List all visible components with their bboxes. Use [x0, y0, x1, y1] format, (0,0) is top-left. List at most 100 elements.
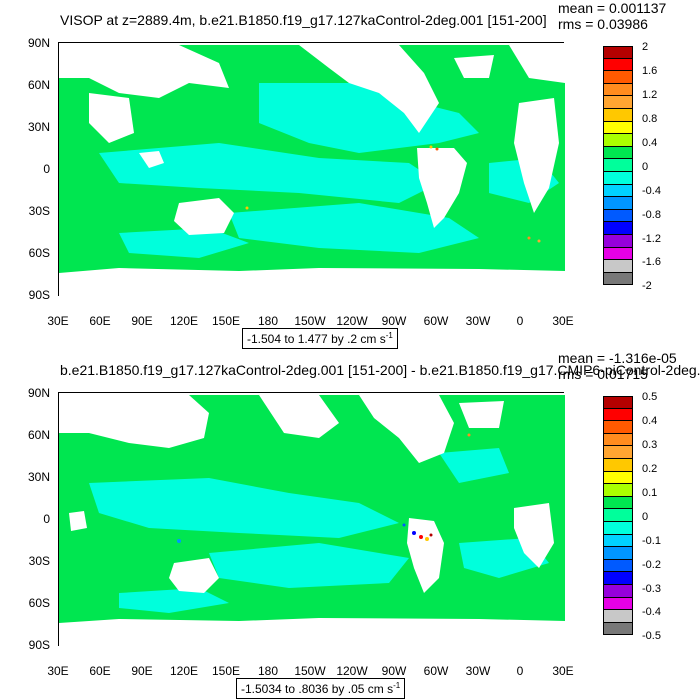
bottom-ytick: 0 — [43, 512, 50, 526]
colorbar-cell — [603, 584, 633, 598]
colorbar-cell — [603, 171, 633, 185]
colorbar-label: 0 — [642, 510, 649, 523]
colorbar-cell — [603, 408, 633, 422]
bottom-map-plot — [58, 392, 565, 647]
top-xtick: 180 — [257, 314, 279, 328]
top-ytick: 0 — [43, 162, 50, 176]
top-ytick: 60N — [27, 78, 50, 92]
top-land-masks — [59, 43, 565, 297]
colorbar-cell — [603, 260, 633, 273]
colorbar-cell — [603, 184, 633, 198]
colorbar-label: 0 — [642, 160, 649, 173]
colorbar-cell — [603, 622, 633, 636]
bottom-xtick: 30E — [47, 664, 69, 678]
colorbar-label: 1.6 — [642, 64, 658, 77]
top-xtick: 60W — [423, 314, 449, 328]
bottom-xtick: 90W — [381, 664, 407, 678]
colorbar-cell — [603, 396, 633, 409]
colorbar-label: 0.2 — [642, 462, 658, 475]
bottom-xtick: 90E — [131, 664, 153, 678]
bottom-ytick: 90N — [27, 386, 50, 400]
top-rms-label: rms = 0.03986 — [558, 16, 648, 32]
colorbar-label: -0.8 — [642, 208, 661, 221]
colorbar-cell — [603, 197, 633, 210]
bottom-range-label: -1.5034 to .8036 by .05 cm s-1 — [236, 678, 406, 699]
bottom-xtick: 60W — [423, 664, 449, 678]
colorbar-cell — [603, 83, 633, 97]
bottom-ytick: 30N — [27, 470, 50, 484]
bottom-xtick: 30E — [552, 664, 574, 678]
colorbar-cell — [603, 509, 633, 522]
top-chart-title: VISOP at z=2889.4m, b.e21.B1850.f19_g17.… — [60, 12, 547, 28]
colorbar-label: -1.2 — [642, 232, 661, 245]
colorbar-label: 0.3 — [642, 438, 658, 451]
top-ytick: 30S — [28, 204, 50, 218]
top-range-label: -1.504 to 1.477 by .2 cm s-1 — [242, 328, 398, 349]
bottom-colorbar — [603, 396, 633, 636]
top-panel: VISOP at z=2889.4m, b.e21.B1850.f19_g17.… — [27, 0, 667, 349]
colorbar-cell — [603, 484, 633, 497]
bottom-mean-label: mean = -1.316e-05 — [558, 350, 677, 366]
colorbar-label: -0.1 — [642, 534, 661, 547]
colorbar-cell — [603, 247, 633, 261]
colorbar-cell — [603, 222, 633, 235]
top-ytick: 90N — [27, 36, 50, 50]
bottom-ytick: 30S — [28, 554, 50, 568]
top-xtick: 0 — [516, 314, 524, 328]
bottom-ytick: 60N — [27, 428, 50, 442]
bottom-xtick: 0 — [516, 664, 524, 678]
colorbar-cell — [603, 446, 633, 459]
top-xtick: 30E — [552, 314, 574, 328]
top-xtick: 120W — [336, 314, 368, 328]
colorbar-cell — [603, 146, 633, 160]
colorbar-cell — [603, 71, 633, 84]
colorbar-label: -0.4 — [642, 606, 661, 619]
colorbar-cell — [603, 433, 633, 447]
colorbar-cell — [603, 521, 633, 535]
top-xtick: 150W — [294, 314, 326, 328]
bottom-anomaly-dots — [177, 433, 471, 543]
top-xtick: 150E — [211, 314, 241, 328]
colorbar-cell — [603, 610, 633, 623]
colorbar-label: -0.3 — [642, 582, 661, 595]
colorbar-cell — [603, 421, 633, 434]
colorbar-label: 0.8 — [642, 112, 658, 125]
top-xtick: 120E — [169, 314, 199, 328]
colorbar-cell — [603, 96, 633, 109]
colorbar-cell — [603, 547, 633, 560]
colorbar-label: -0.4 — [642, 184, 661, 197]
top-ytick: 90S — [28, 288, 50, 302]
colorbar-cell — [603, 597, 633, 611]
top-xtick: 30W — [465, 314, 491, 328]
bottom-chart-title: b.e21.B1850.f19_g17.127kaControl-2deg.00… — [60, 362, 700, 378]
colorbar-cell — [603, 458, 633, 472]
colorbar-cell — [603, 534, 633, 548]
colorbar-cell — [603, 121, 633, 135]
top-anomaly-dots — [245, 145, 541, 243]
colorbar-cell — [603, 496, 633, 510]
bottom-land-masks — [59, 393, 565, 647]
top-ytick: 30N — [27, 120, 50, 134]
top-ytick: 60S — [28, 246, 50, 260]
colorbar-cell — [603, 559, 633, 573]
colorbar-label: 2 — [642, 41, 649, 53]
bottom-xtick: 150W — [294, 664, 326, 678]
colorbar-cell — [603, 108, 633, 122]
top-mean-label: mean = 0.001137 — [558, 0, 667, 16]
colorbar-label: -0.2 — [642, 558, 661, 571]
colorbar-cell — [603, 572, 633, 585]
bottom-rms-label: rms = 0.01715 — [558, 366, 648, 382]
bottom-map-svg — [59, 393, 565, 647]
top-map-plot — [58, 42, 565, 297]
colorbar-cell — [603, 159, 633, 172]
colorbar-cell — [603, 272, 633, 286]
colorbar-cell — [603, 471, 633, 485]
bottom-xtick: 180 — [257, 664, 279, 678]
bottom-ytick: 90S — [28, 638, 50, 652]
colorbar-label: 0.4 — [642, 414, 658, 427]
colorbar-label: 0.5 — [642, 391, 658, 403]
colorbar-label: 0.4 — [642, 136, 658, 149]
colorbar-cell — [603, 209, 633, 223]
colorbar-cell — [603, 46, 633, 59]
top-xtick: 30E — [47, 314, 69, 328]
